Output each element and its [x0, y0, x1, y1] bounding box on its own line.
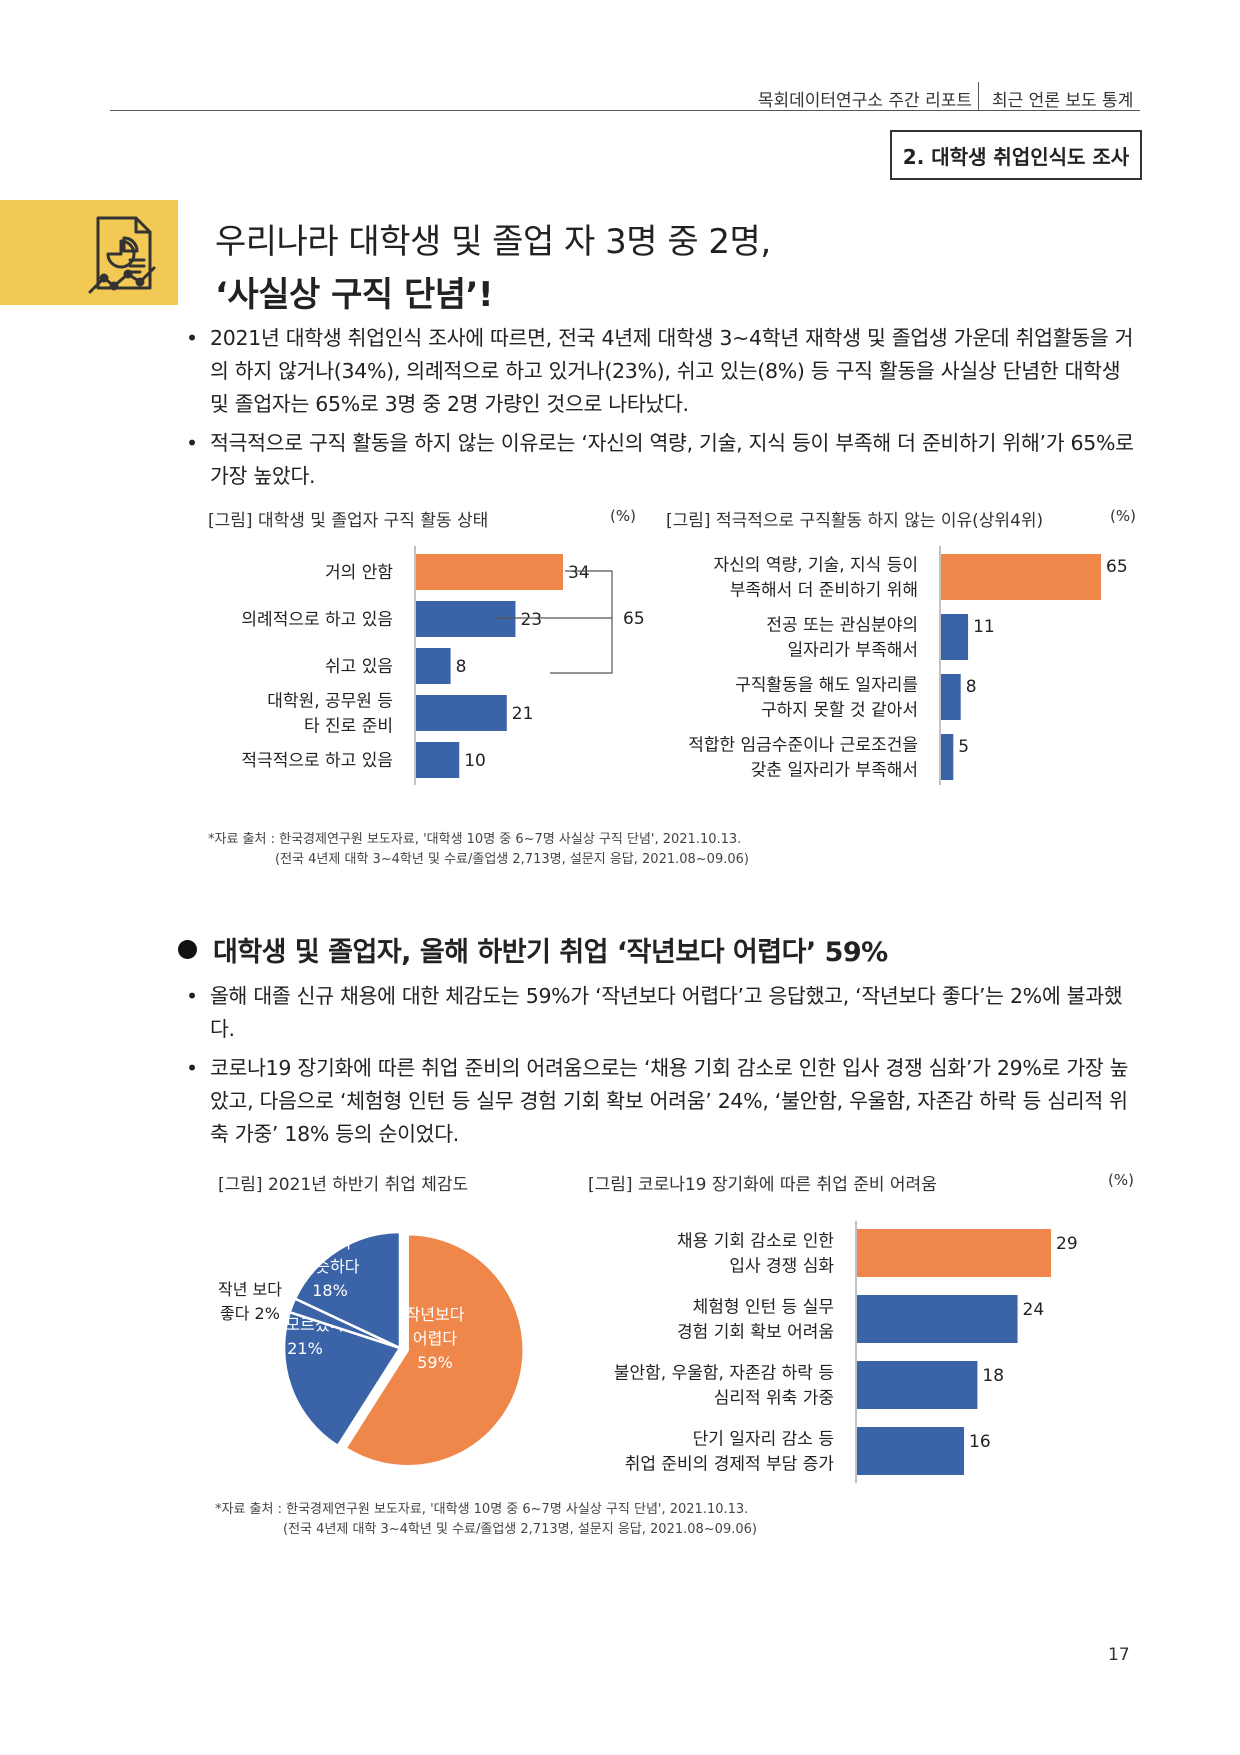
slice-label: 21%	[287, 1339, 323, 1358]
chart4-unit: (%)	[1108, 1171, 1134, 1189]
value-label: 21	[512, 704, 534, 724]
chart-report-icon	[88, 216, 156, 294]
value-label: 8	[456, 657, 467, 677]
bullet-list-2: 올해 대졸 신규 채용에 대한 체감도는 59%가 ‘작년보다 어렵다’고 응답…	[186, 980, 1136, 1157]
section-subheading: 대학생 및 졸업자, 올해 하반기 취업 ‘작년보다 어렵다’ 59%	[178, 930, 888, 969]
value-label: 18	[982, 1366, 1004, 1386]
source-line: *자료 출처 : 한국경제연구원 보도자료, '대학생 10명 중 6~7명 사…	[208, 832, 742, 847]
bar	[857, 1427, 965, 1475]
bar	[857, 1229, 1051, 1277]
slice-label: 작년보다	[406, 1305, 465, 1324]
category-label: 부족해서 더 준비하기 위해	[730, 581, 918, 601]
category-label: 체험형 인턴 등 실무	[693, 1298, 834, 1318]
value-label: 5	[958, 737, 969, 757]
slice-label: 작년과	[308, 1233, 352, 1252]
value-label: 29	[1056, 1234, 1078, 1254]
slice-label: 작년 보다	[218, 1280, 282, 1299]
bullet-dot-icon	[178, 940, 197, 959]
category-label: 거의 안함	[325, 563, 393, 583]
subheading-text: 대학생 및 졸업자, 올해 하반기 취업 ‘작년보다 어렵다’ 59%	[213, 937, 888, 968]
pie-slice	[343, 1232, 525, 1468]
value-label: 8	[966, 677, 977, 697]
pie-slice	[282, 1310, 402, 1448]
value-label: 16	[969, 1432, 991, 1452]
category-label: 입사 경쟁 심화	[729, 1257, 834, 1277]
chart3-title: [그림] 2021년 하반기 취업 체감도	[218, 1175, 469, 1195]
category-label: 의례적으로 하고 있음	[241, 610, 393, 630]
category-label: 일자리가 부족해서	[787, 641, 918, 661]
pie-slice	[293, 1230, 402, 1350]
bullet-item: 2021년 대학생 취업인식 조사에 따르면, 전국 4년제 대학생 3~4학년…	[186, 322, 1136, 421]
chart1-title: [그림] 대학생 및 졸업자 구직 활동 상태	[208, 511, 489, 531]
source-line: *자료 출처 : 한국경제연구원 보도자료, '대학생 10명 중 6~7명 사…	[215, 1502, 749, 1517]
bullet-list-1: 2021년 대학생 취업인식 조사에 따르면, 전국 4년제 대학생 3~4학년…	[186, 322, 1136, 499]
category-label: 전공 또는 관심분야의	[766, 616, 918, 636]
bar	[941, 674, 961, 720]
category-label: 취업 준비의 경제적 부담 증가	[625, 1455, 835, 1475]
slice-label: 좋다 2%	[220, 1304, 280, 1323]
category-label: 구직활동을 해도 일자리를	[735, 676, 918, 696]
bar	[416, 742, 460, 778]
chart1-bar-chart: 34 거의 안함 23 의례적으로 하고 있음 8 쉬고 있음 21 대학원, 공무원 등타 …	[241, 546, 645, 785]
category-label: 쉬고 있음	[325, 657, 393, 677]
page-number: 17	[1108, 1645, 1130, 1665]
source-note-2: *자료 출처 : 한국경제연구원 보도자료, '대학생 10명 중 6~7명 사…	[215, 1500, 757, 1540]
category-label: 불안함, 우울함, 자존감 하락 등	[614, 1364, 834, 1384]
page-title-line2: ‘사실상 구직 단념’!	[215, 275, 493, 315]
bar	[941, 554, 1101, 600]
category-label: 심리적 위축 가중	[714, 1389, 834, 1409]
chart2-unit: (%)	[1110, 507, 1136, 525]
bar	[941, 734, 954, 780]
value-label: 11	[973, 617, 995, 637]
bar	[416, 554, 563, 590]
category-label: 적합한 임금수준이나 근로조건을	[688, 736, 918, 756]
report-section: 최근 언론 보도 통계	[992, 91, 1134, 111]
chart1-bracket: 65	[496, 570, 645, 674]
bar	[941, 614, 969, 660]
category-label: 자신의 역량, 기술, 지식 등이	[714, 556, 918, 576]
value-label: 24	[1023, 1300, 1045, 1320]
source-line: (전국 4년제 대학 3~4학년 및 수료/졸업생 2,713명, 설문지 응답…	[283, 1522, 757, 1537]
category-label: 갖춘 일자리가 부족해서	[751, 761, 918, 781]
category-label: 적극적으로 하고 있음	[241, 751, 393, 771]
category-label: 단기 일자리 감소 등	[693, 1430, 834, 1450]
category-label: 타 진로 준비	[304, 717, 393, 737]
category-label: 채용 기회 감소로 인한	[677, 1232, 834, 1252]
chart1-bracket-total: 65	[623, 609, 645, 629]
value-label: 34	[568, 563, 590, 583]
source-line: (전국 4년제 대학 3~4학년 및 수료/졸업생 2,713명, 설문지 응답…	[275, 852, 749, 867]
source-note-1: *자료 출처 : 한국경제연구원 보도자료, '대학생 10명 중 6~7명 사…	[208, 830, 749, 870]
value-label: 65	[1106, 557, 1128, 577]
bar	[416, 695, 507, 731]
bullet-item: 적극적으로 구직 활동을 하지 않는 이유로는 ‘자신의 역량, 기술, 지식 …	[186, 427, 1136, 493]
bar	[857, 1361, 978, 1409]
header-divider	[978, 82, 979, 110]
slice-label: 59%	[417, 1353, 453, 1372]
bullet-item: 올해 대졸 신규 채용에 대한 체감도는 59%가 ‘작년보다 어렵다’고 응답…	[186, 980, 1136, 1046]
bullet-item: 코로나19 장기화에 따른 취업 준비의 어려움으로는 ‘채용 기회 감소로 인…	[186, 1052, 1136, 1151]
header-rule	[110, 110, 1140, 111]
category-label: 구하지 못할 것 같아서	[761, 701, 918, 721]
page-title-line1: 우리나라 대학생 및 졸업 자 3명 중 2명,	[215, 222, 771, 262]
bar	[416, 648, 451, 684]
slice-label: 어렵다	[413, 1329, 457, 1348]
report-name: 목회데이터연구소 주간 리포트	[757, 91, 972, 111]
value-label: 10	[464, 751, 486, 771]
category-label: 대학원, 공무원 등	[267, 692, 393, 712]
chart2-title: [그림] 적극적으로 구직활동 하지 않는 이유(상위4위)	[666, 511, 1044, 531]
bar	[857, 1295, 1018, 1343]
section-label: 2. 대학생 취업인식도 조사	[890, 130, 1142, 180]
bar	[416, 601, 516, 637]
slice-label: 비슷하다	[301, 1257, 360, 1276]
chart4-title: [그림] 코로나19 장기화에 따른 취업 준비 어려움	[588, 1175, 937, 1195]
chart1-unit: (%)	[610, 507, 636, 525]
value-label: 23	[520, 610, 542, 630]
slice-label: 18%	[312, 1281, 348, 1300]
category-label: 경험 기회 확보 어려움	[677, 1323, 834, 1343]
